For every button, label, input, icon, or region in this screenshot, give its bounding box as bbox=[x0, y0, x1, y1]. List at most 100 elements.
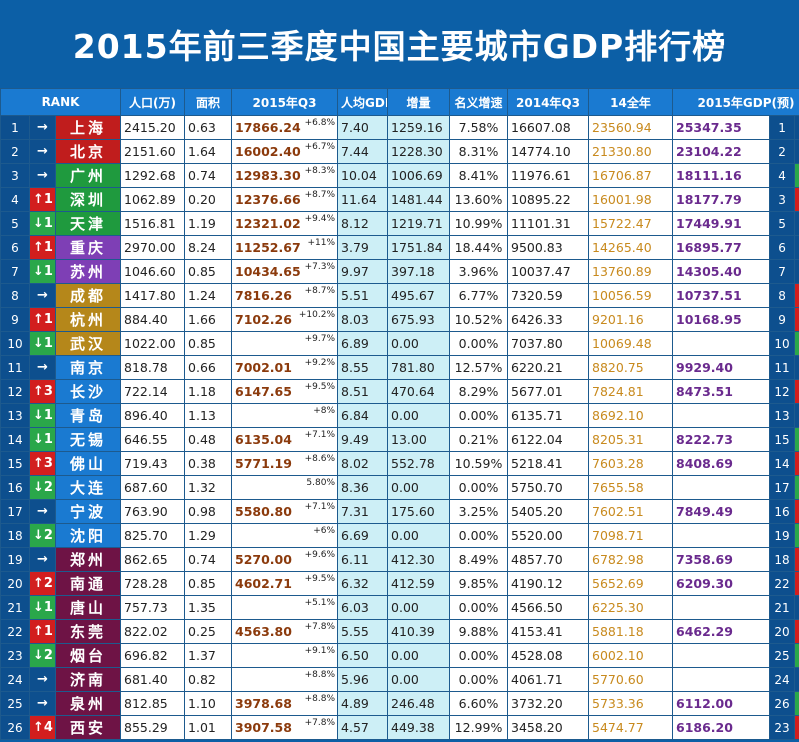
gdp-2014-q3-cell: 5405.20 bbox=[507, 499, 590, 524]
forecast-rank-change-badge: ↓1 bbox=[794, 163, 799, 188]
table-row[interactable]: 16 ↓2 大连 687.60 1.32 5.80% 8.36 0.00 0.00% 5750.7… bbox=[0, 475, 799, 500]
table-row[interactable]: 18 ↓2 沈阳 825.70 1.29 +6% 6.69 0.00 0.00% 5520.00 7… bbox=[0, 523, 799, 548]
table-row[interactable]: 19 → 郑州 862.65 0.74 5270.00 +9.6% 6.11 412.30 8.4… bbox=[0, 547, 799, 572]
table-row[interactable]: 26 ↑4 西安 855.29 1.01 3907.58 +7.8% 4.57 449.38 12… bbox=[0, 715, 799, 740]
table-row[interactable]: 13 ↓1 青岛 896.40 1.13 +8% 6.84 0.00 0.00% 6135.71 8… bbox=[0, 403, 799, 428]
gdp-2014-full-year-cell: 16001.98 bbox=[588, 187, 674, 212]
rank-change-badge: ↓1 bbox=[29, 595, 56, 620]
forecast-rank-change-badge: → bbox=[794, 403, 799, 428]
gdp-2015-forecast-cell: 17449.91 bbox=[672, 211, 771, 236]
rank-change-badge: → bbox=[29, 499, 56, 524]
table-row[interactable]: 12 ↑3 长沙 722.14 1.18 6147.65 +9.5% 8.51 470.64 8.… bbox=[0, 379, 799, 404]
city-name: 深圳 bbox=[54, 187, 122, 212]
table-row[interactable]: 14 ↓1 无锡 646.55 0.48 6135.04 +7.1% 9.49 13.00 0.2… bbox=[0, 427, 799, 452]
increase-cell: 1259.16 bbox=[387, 115, 451, 140]
per-capita-gdp-cell: 8.55 bbox=[337, 355, 389, 380]
table-row[interactable]: 20 ↑2 南通 728.28 0.85 4602.71 +9.5% 6.32 412.59 9.… bbox=[0, 571, 799, 596]
increase-cell: 0.00 bbox=[387, 403, 451, 428]
rank-cell: 21 bbox=[0, 595, 30, 620]
gdp-2014-full-year-cell: 8692.10 bbox=[588, 403, 674, 428]
forecast-rank-change-badge: ↑1 bbox=[794, 451, 799, 476]
table-row[interactable]: 5 ↓1 天津 1516.81 1.19 12321.02 +9.4% 8.12 1219.71… bbox=[0, 211, 799, 236]
header-nominal-growth[interactable]: 名义增速 bbox=[449, 88, 509, 116]
growth-rate: +6.7% bbox=[304, 142, 336, 152]
header-2014-q3[interactable]: 2014年Q3 bbox=[507, 88, 590, 116]
per-capita-gdp-cell: 6.50 bbox=[337, 643, 389, 668]
gdp-value: 12983.30 bbox=[235, 168, 301, 183]
city-name: 长沙 bbox=[54, 379, 122, 404]
table-row[interactable]: 15 ↑3 佛山 719.43 0.38 5771.19 +8.6% 8.02 552.78 10… bbox=[0, 451, 799, 476]
per-capita-gdp-cell: 7.31 bbox=[337, 499, 389, 524]
forecast-rank-change-badge: → bbox=[794, 139, 799, 164]
nominal-growth-cell: 8.31% bbox=[449, 139, 509, 164]
increase-cell: 0.00 bbox=[387, 331, 451, 356]
header-population[interactable]: 人口(万) bbox=[120, 88, 186, 116]
gdp-2015-q3-cell: 3978.68 +8.8% bbox=[231, 691, 339, 716]
gdp-value: 16002.40 bbox=[235, 144, 301, 159]
increase-cell: 0.00 bbox=[387, 523, 451, 548]
header-increase[interactable]: 增量 bbox=[387, 88, 451, 116]
forecast-rank-cell: 8 bbox=[769, 283, 796, 308]
nominal-growth-cell: 9.88% bbox=[449, 619, 509, 644]
table-row[interactable]: 3 → 广州 1292.68 0.74 12983.30 +8.3% 10.04 1006.69… bbox=[0, 163, 799, 188]
header-2015-q3[interactable]: 2015年Q3 bbox=[231, 88, 339, 116]
table-row[interactable]: 11 → 南京 818.78 0.66 7002.01 +9.2% 8.55 781.80 12.… bbox=[0, 355, 799, 380]
forecast-rank-cell: 12 bbox=[769, 379, 796, 404]
city-name: 沈阳 bbox=[54, 523, 122, 548]
gdp-2014-q3-cell: 4566.50 bbox=[507, 595, 590, 620]
population-cell: 1062.89 bbox=[120, 187, 186, 212]
forecast-rank-cell: 17 bbox=[769, 475, 796, 500]
growth-rate: +9.7% bbox=[304, 334, 336, 344]
growth-rate: +7.1% bbox=[304, 502, 336, 512]
table-row[interactable]: 10 ↓1 武汉 1022.00 0.85 +9.7% 6.89 0.00 0.00% 7037.… bbox=[0, 331, 799, 356]
gdp-2014-full-year-cell: 7824.81 bbox=[588, 379, 674, 404]
header-rank[interactable]: RANK bbox=[0, 88, 122, 116]
table-row[interactable]: 6 ↑1 重庆 2970.00 8.24 11252.67 +11% 3.79 1751.84 1… bbox=[0, 235, 799, 260]
growth-rate: +7.8% bbox=[304, 622, 336, 632]
gdp-2014-q3-cell: 7037.80 bbox=[507, 331, 590, 356]
table-row[interactable]: 4 ↑1 深圳 1062.89 0.20 12376.66 +8.7% 11.64 1481.4… bbox=[0, 187, 799, 212]
forecast-rank-cell: 5 bbox=[769, 211, 796, 236]
increase-cell: 781.80 bbox=[387, 355, 451, 380]
table-row[interactable]: 2 → 北京 2151.60 1.64 16002.40 +6.7% 7.44 1228.30 8… bbox=[0, 139, 799, 164]
gdp-value: 10434.65 bbox=[235, 264, 301, 279]
city-name: 无锡 bbox=[54, 427, 122, 452]
gdp-2014-q3-cell: 11101.31 bbox=[507, 211, 590, 236]
increase-cell: 0.00 bbox=[387, 595, 451, 620]
nominal-growth-cell: 0.00% bbox=[449, 667, 509, 692]
header-2014-full-year[interactable]: 14全年 bbox=[588, 88, 674, 116]
table-header: RANK 人口(万) 面积 2015年Q3 人均GDP 增量 名义增速 2014… bbox=[0, 88, 799, 116]
header-area[interactable]: 面积 bbox=[184, 88, 233, 116]
growth-rate: +8.7% bbox=[304, 286, 336, 296]
gdp-2015-forecast-cell: 7849.49 bbox=[672, 499, 771, 524]
increase-cell: 410.39 bbox=[387, 619, 451, 644]
population-cell: 728.28 bbox=[120, 571, 186, 596]
forecast-rank-change-badge: → bbox=[794, 259, 799, 284]
nominal-growth-cell: 3.25% bbox=[449, 499, 509, 524]
gdp-2014-q3-cell: 9500.83 bbox=[507, 235, 590, 260]
table-row[interactable]: 8 → 成都 1417.80 1.24 7816.26 +8.7% 5.51 495.67 6.7… bbox=[0, 283, 799, 308]
gdp-value: 3978.68 bbox=[235, 696, 292, 711]
city-name: 成都 bbox=[54, 283, 122, 308]
area-cell: 0.85 bbox=[184, 571, 233, 596]
table-row[interactable]: 17 → 宁波 763.90 0.98 5580.80 +7.1% 7.31 175.60 3.2… bbox=[0, 499, 799, 524]
table-row[interactable]: 24 → 济南 681.40 0.82 +8.8% 5.96 0.00 0.00% 4061.71… bbox=[0, 667, 799, 692]
table-row[interactable]: 7 ↓1 苏州 1046.60 0.85 10434.65 +7.3% 9.97 397.18 3… bbox=[0, 259, 799, 284]
gdp-2015-forecast-cell bbox=[672, 475, 771, 500]
population-cell: 2970.00 bbox=[120, 235, 186, 260]
header-per-capita-gdp[interactable]: 人均GDP bbox=[337, 88, 389, 116]
forecast-rank-cell: 14 bbox=[769, 451, 796, 476]
table-row[interactable]: 25 → 泉州 812.85 1.10 3978.68 +8.8% 4.89 246.48 6.6… bbox=[0, 691, 799, 716]
table-row[interactable]: 21 ↓1 唐山 757.73 1.35 +5.1% 6.03 0.00 0.00% 4566.5… bbox=[0, 595, 799, 620]
gdp-2014-full-year-cell: 5474.77 bbox=[588, 715, 674, 740]
table-row[interactable]: 1 → 上海 2415.20 0.63 17866.24 +6.8% 7.40 1259.16 7… bbox=[0, 115, 799, 140]
rank-cell: 8 bbox=[0, 283, 30, 308]
header-2015-gdp-forecast[interactable]: 2015年GDP(预) bbox=[672, 88, 799, 116]
gdp-2015-q3-cell: 10434.65 +7.3% bbox=[231, 259, 339, 284]
per-capita-gdp-cell: 5.55 bbox=[337, 619, 389, 644]
table-row[interactable]: 9 ↑1 杭州 884.40 1.66 7102.26 +10.2% 8.03 675.93 10… bbox=[0, 307, 799, 332]
table-row[interactable]: 23 ↓2 烟台 696.82 1.37 +9.1% 6.50 0.00 0.00% 4528.0… bbox=[0, 643, 799, 668]
gdp-value: 5771.19 bbox=[235, 456, 292, 471]
increase-cell: 0.00 bbox=[387, 667, 451, 692]
table-row[interactable]: 22 ↑1 东莞 822.02 0.25 4563.80 +7.8% 5.55 410.39 9.… bbox=[0, 619, 799, 644]
